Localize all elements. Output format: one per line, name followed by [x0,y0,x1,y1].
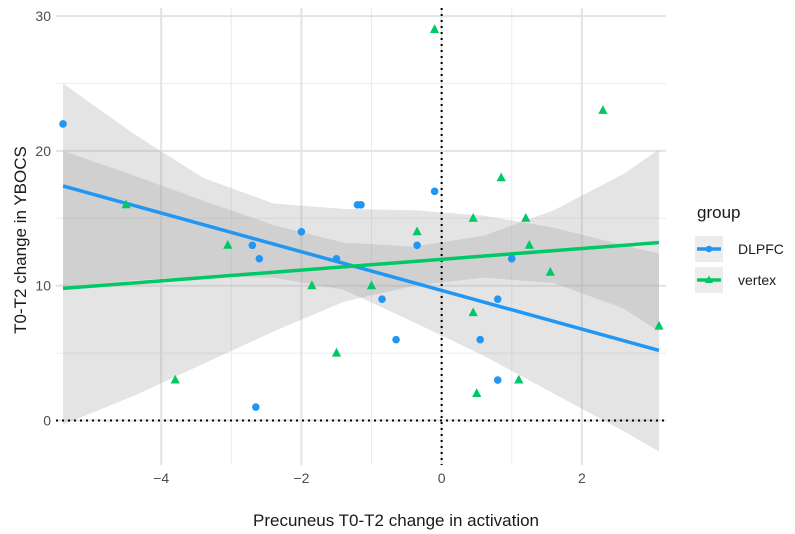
vertex-point [121,199,131,209]
vertex-point [472,388,482,397]
y-axis-title: T0-T2 change in YBOCS [11,146,30,334]
vertex-point [468,307,478,317]
vertex-point [412,226,422,236]
vertex-point [307,280,317,290]
fit-line-dlpfc [62,184,660,353]
dlpfc-point [297,227,306,236]
reference-lines [56,8,666,465]
legend-label-vertex: vertex [738,272,776,288]
dlpfc-point [378,295,386,303]
dlpfc-point [413,241,421,250]
vertex-point [430,24,440,33]
legend-key-dlpfc [695,236,723,262]
dlpfc-point [332,254,341,263]
x-axis-title: Precuneus T0-T2 change in activation [253,511,539,530]
y-tick-label: 10 [35,278,51,294]
dlpfc-point [476,335,484,344]
legend: group DLPFC vertex [695,203,784,293]
dlpfc-point [430,187,439,196]
vertex-point [331,347,342,357]
dlpfc-point [493,295,502,303]
vertex-point [468,213,478,222]
grid-minor [56,8,666,465]
y-tick-label: 20 [35,143,51,159]
dlpfc-point [252,403,260,411]
x-tick-label: 0 [438,470,446,486]
y-tick-label: 0 [43,413,51,429]
dlpfc-point [357,201,365,209]
dlpfc-point [493,376,502,384]
y-tick-label: 30 [35,8,51,24]
x-tick-label: −4 [153,470,169,486]
legend-key-marker [705,245,713,253]
vertex-point [545,266,555,276]
vertex-point [521,213,531,222]
y-axis-ticks: 0 10 20 30 [35,8,51,428]
vertex-point [223,240,233,249]
legend-key-marker [705,275,713,283]
legend-key-vertex [695,267,723,293]
fit-line-vertex [62,240,660,291]
dlpfc-point [248,241,257,250]
vertex-point [514,374,524,384]
x-tick-label: −2 [293,470,309,486]
dlpfc-point [255,254,264,263]
fit-lines [62,184,660,353]
vertex-point [170,374,180,384]
ci-band-vertex [63,149,659,425]
vertex-point [524,240,534,249]
legend-title: group [697,203,740,222]
dlpfc-point [507,254,516,263]
dlpfc-point [392,335,400,344]
dlpfc-point [59,120,67,128]
x-tick-label: 2 [578,470,586,486]
x-axis-ticks: −4 −2 0 2 [153,470,586,486]
data-points [59,24,664,411]
vertex-point [366,280,377,290]
vertex-point [496,172,506,182]
vertex-point [598,105,608,114]
vertex-point [654,320,664,330]
legend-label-dlpfc: DLPFC [738,241,784,257]
